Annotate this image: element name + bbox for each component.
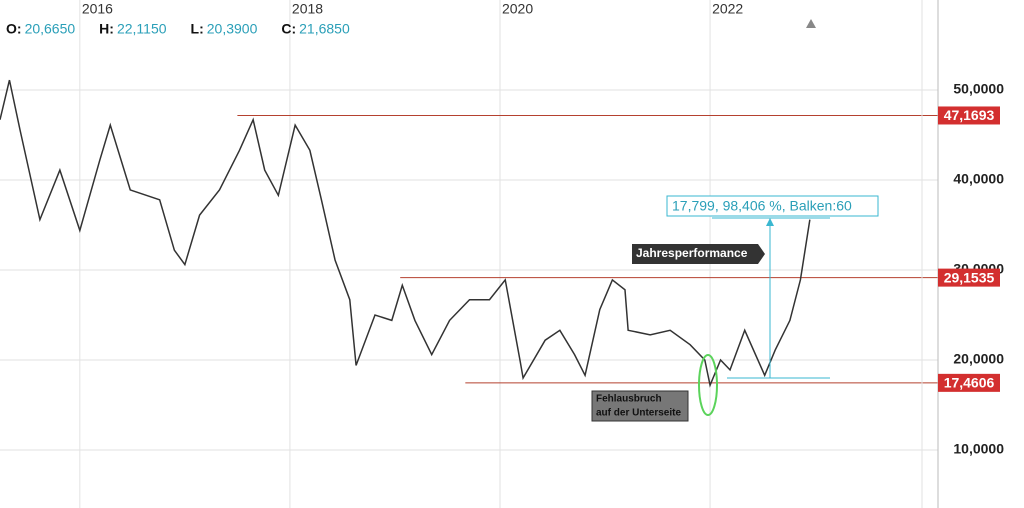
header-value: 20,6650: [25, 21, 76, 37]
callout-box: [591, 390, 689, 422]
header-key: O:: [6, 21, 22, 37]
header-value: 20,3900: [207, 21, 258, 37]
y-tick-label: 20,0000: [953, 351, 1004, 367]
scroll-marker: [806, 19, 816, 28]
level-tag: [938, 106, 1000, 125]
callout-label: Fehlausbruch: [596, 394, 662, 405]
header-key: H:: [99, 21, 114, 37]
header-key: C:: [281, 21, 296, 37]
level-tag: [938, 373, 1000, 392]
measure-box: [666, 195, 879, 217]
y-tick-label: 40,0000: [953, 171, 1004, 187]
x-tick-label: 2022: [712, 1, 743, 17]
y-tick-label: 10,0000: [953, 441, 1004, 457]
header-key: L:: [191, 21, 204, 37]
x-tick-label: 2016: [82, 1, 113, 17]
performance-callout: Jahresperformance: [632, 244, 765, 264]
y-tick-label: 50,0000: [953, 81, 1004, 97]
price-line: [0, 79, 811, 388]
callout-label: auf der Unterseite: [596, 408, 681, 419]
level-tag: [938, 268, 1000, 287]
level-label: 29,1535: [944, 269, 995, 285]
callout-box: [632, 244, 765, 264]
plot: [0, 79, 938, 388]
level-label: 47,1693: [944, 107, 995, 123]
x-tick-label: 2020: [502, 1, 533, 17]
highlight-ellipse: [698, 354, 718, 416]
callout-label: Jahresperformance: [636, 246, 748, 260]
arrow-head: [766, 218, 774, 226]
header-value: 21,6850: [299, 21, 350, 37]
measure-tool: 17,799, 98,406 %, Balken:60: [666, 195, 879, 379]
measure-label: 17,799, 98,406 %, Balken:60: [672, 198, 852, 214]
header-value: 22,1150: [117, 21, 167, 37]
level-label: 17,4606: [944, 375, 995, 391]
x-tick-label: 2018: [292, 1, 323, 17]
breakout-callout: Fehlausbruch auf der Unterseite: [591, 390, 689, 422]
